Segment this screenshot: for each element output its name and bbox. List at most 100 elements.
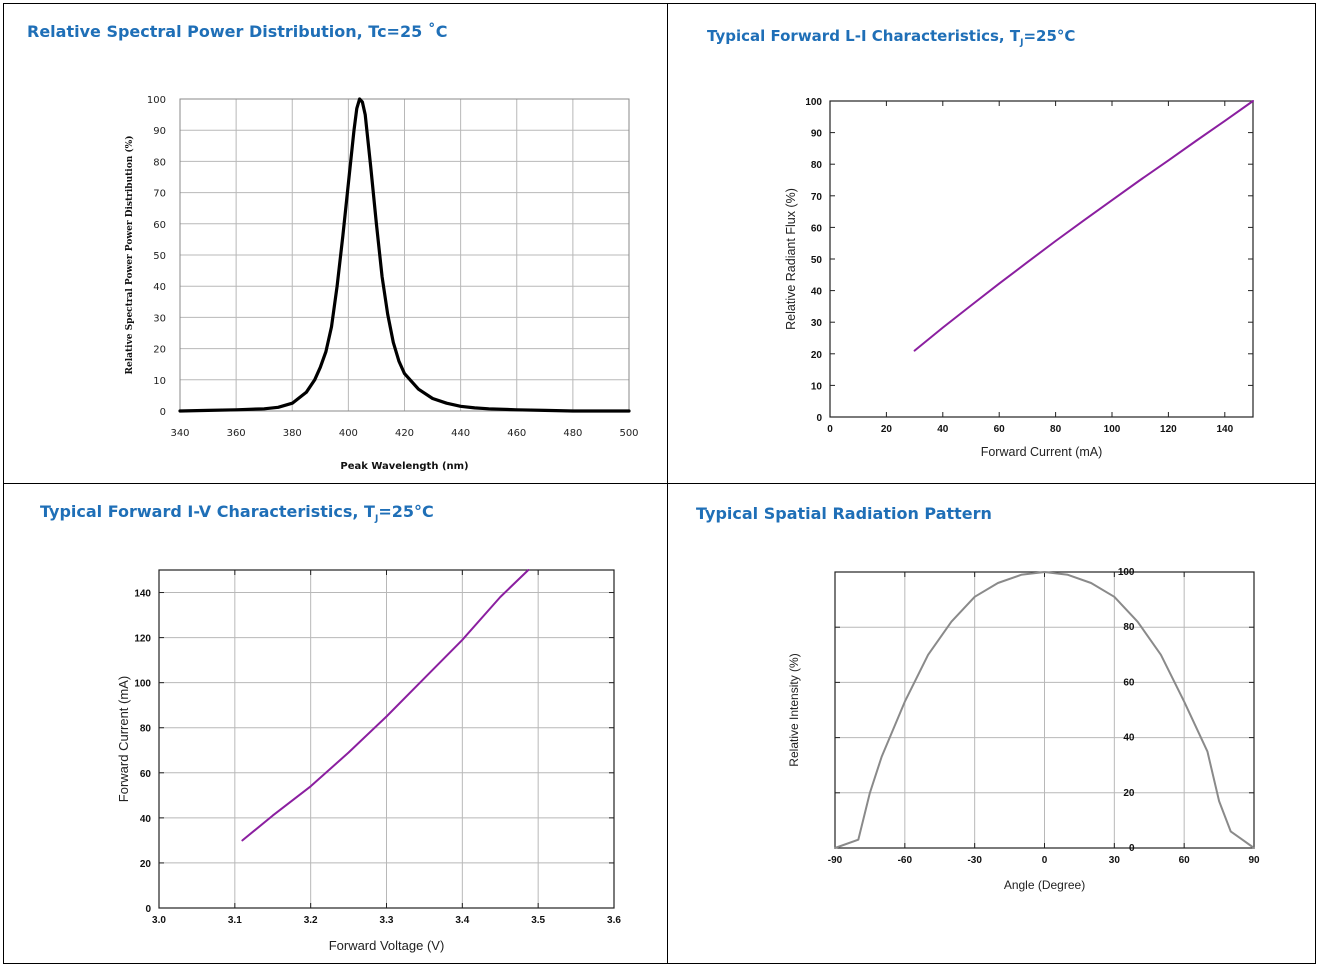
iv-x-tick-label: 3.3 — [380, 915, 394, 926]
spd-y-tick-label: 90 — [153, 126, 166, 137]
li-title-main: Typical Forward L-I Characteristics, T — [707, 27, 1021, 45]
spd-y-tick-label: 100 — [147, 95, 166, 106]
spd-y-axis-label: Relative Spectral Power Power Distributi… — [124, 136, 135, 375]
iv-y-tick-label: 100 — [134, 679, 151, 690]
iv-x-tick-label: 3.6 — [607, 915, 621, 926]
spatial-x-tick-label: 30 — [1109, 855, 1121, 866]
li-plot-area — [830, 101, 1253, 417]
iv-series-line — [241, 569, 530, 842]
iv-y-tick-label: 20 — [140, 859, 152, 870]
li-x-tick-label: 80 — [1050, 424, 1062, 435]
iv-x-tick-label: 3.2 — [304, 915, 318, 926]
spd-y-tick-label: 0 — [160, 407, 166, 418]
iv-title-end: =25°C — [378, 502, 434, 521]
spatial-y-tick-label: 40 — [1123, 733, 1135, 744]
iv-x-tick-label: 3.5 — [531, 915, 545, 926]
li-y-tick-label: 50 — [811, 255, 823, 266]
spatial-panel: Typical Spatial Radiation Pattern -90 -60… — [667, 483, 1316, 964]
li-x-tick-label: 120 — [1160, 424, 1177, 435]
li-y-tick-label: 90 — [811, 129, 823, 140]
li-y-tick-label: 100 — [805, 97, 822, 108]
spd-x-axis-label: Peak Wavelength (nm) — [340, 461, 468, 472]
spatial-y-tick-label: 60 — [1123, 677, 1135, 688]
spatial-x-tick-label: 60 — [1179, 855, 1191, 866]
spd-y-tick-label: 30 — [153, 313, 166, 324]
spd-x-tick-label: 460 — [507, 428, 526, 439]
li-y-tick-label: 80 — [811, 160, 823, 171]
spd-y-tick-label: 50 — [153, 251, 166, 262]
li-x-tick-label: 20 — [881, 424, 893, 435]
iv-y-tick-label: 120 — [134, 634, 151, 645]
iv-title-sub: J — [374, 514, 379, 525]
spd-chart: 340 360 380 400 420 440 460 480 500 0 10 20 30 40 50 60… — [124, 95, 639, 472]
spatial-y-tick-label: 0 — [1129, 843, 1135, 854]
spd-plot-frame — [179, 98, 630, 412]
li-y-tick-label: 70 — [811, 192, 823, 203]
spatial-y-axis-label: Relative Intensity (%) — [787, 653, 801, 766]
li-title-sub: J — [1020, 38, 1024, 48]
li-x-tick-label: 140 — [1216, 424, 1233, 435]
spatial-y-tick-label: 20 — [1123, 788, 1135, 799]
iv-y-tick-label: 0 — [145, 904, 151, 915]
iv-y-tick-label: 40 — [140, 814, 152, 825]
spatial-x-tick-label: 90 — [1248, 855, 1260, 866]
iv-y-tick-label: 140 — [134, 589, 151, 600]
iv-x-tick-label: 3.0 — [152, 915, 166, 926]
spd-title: Relative Spectral Power Distribution, Tc… — [27, 22, 448, 41]
li-title-end: =25°C — [1023, 27, 1076, 45]
spatial-x-tick-label: -30 — [967, 855, 982, 866]
li-x-tick-label: 40 — [937, 424, 949, 435]
spd-x-tick-label: 480 — [563, 428, 582, 439]
iv-chart: 3.0 3.1 3.2 3.3 3.4 3.5 3.6 0 20 40 60 80 100 120 140 F… — [116, 569, 621, 953]
li-title: Typical Forward L-I Characteristics, TJ=… — [707, 27, 1075, 48]
spd-x-tick-label: 340 — [170, 428, 189, 439]
iv-y-axis-label: Forward Current (mA) — [116, 676, 131, 802]
spatial-chart: -90 -60 -30 0 30 60 90 0 20 40 60 80 100 Angle (Degre… — [787, 567, 1260, 892]
spd-x-tick-label: 500 — [619, 428, 638, 439]
li-x-tick-label: 100 — [1104, 424, 1121, 435]
iv-y-tick-label: 60 — [140, 769, 152, 780]
iv-title: Typical Forward I-V Characteristics, TJ=… — [40, 502, 434, 524]
spd-x-tick-label: 440 — [451, 428, 470, 439]
spatial-x-axis-label: Angle (Degree) — [1004, 878, 1085, 892]
spd-y-tick-label: 10 — [153, 376, 166, 387]
spatial-series-line — [834, 571, 1255, 849]
spatial-x-tick-label: -60 — [898, 855, 913, 866]
spd-y-tick-label: 70 — [153, 189, 166, 200]
spd-y-tick-label: 40 — [153, 282, 166, 293]
spd-x-tick-label: 420 — [395, 428, 414, 439]
iv-y-tick-label: 80 — [140, 724, 152, 735]
li-x-tick-label: 0 — [827, 424, 833, 435]
iv-x-axis-label: Forward Voltage (V) — [329, 938, 445, 953]
li-y-tick-label: 30 — [811, 318, 823, 329]
spatial-title: Typical Spatial Radiation Pattern — [696, 504, 992, 523]
spd-series-line — [178, 97, 631, 413]
li-y-axis-label: Relative Radiant Flux (%) — [784, 188, 798, 330]
li-y-tick-label: 60 — [811, 223, 823, 234]
spd-y-tick-label: 80 — [153, 157, 166, 168]
spatial-y-tick-label: 100 — [1118, 567, 1135, 578]
li-x-tick-label: 60 — [994, 424, 1006, 435]
li-chart: 0 20 40 60 80 100 120 140 0 10 20 30 40 50 60 70 80 90 100… — [784, 97, 1254, 459]
li-series-line — [913, 100, 1254, 352]
iv-x-tick-label: 3.4 — [455, 915, 469, 926]
iv-panel: Typical Forward I-V Characteristics, TJ=… — [3, 483, 668, 964]
spatial-x-tick-label: -90 — [828, 855, 843, 866]
li-y-tick-label: 20 — [811, 350, 823, 361]
spatial-x-tick-label: 0 — [1042, 855, 1048, 866]
chart-grid: Relative Spectral Power Distribution, Tc… — [3, 3, 1316, 964]
spd-x-tick-label: 380 — [283, 428, 302, 439]
spd-panel: Relative Spectral Power Distribution, Tc… — [3, 3, 668, 484]
spatial-y-tick-label: 80 — [1123, 622, 1135, 633]
spd-x-tick-label: 360 — [227, 428, 246, 439]
iv-title-main: Typical Forward I-V Characteristics, T — [40, 502, 375, 521]
li-y-tick-label: 0 — [816, 413, 822, 424]
iv-x-tick-label: 3.1 — [228, 915, 242, 926]
spd-y-tick-label: 60 — [153, 220, 166, 231]
li-panel: Typical Forward L-I Characteristics, TJ=… — [667, 3, 1316, 484]
li-y-tick-label: 40 — [811, 287, 823, 298]
li-x-axis-label: Forward Current (mA) — [981, 445, 1103, 459]
spd-x-tick-label: 400 — [339, 428, 358, 439]
li-y-tick-label: 10 — [811, 381, 823, 392]
spd-y-tick-label: 20 — [153, 345, 166, 356]
